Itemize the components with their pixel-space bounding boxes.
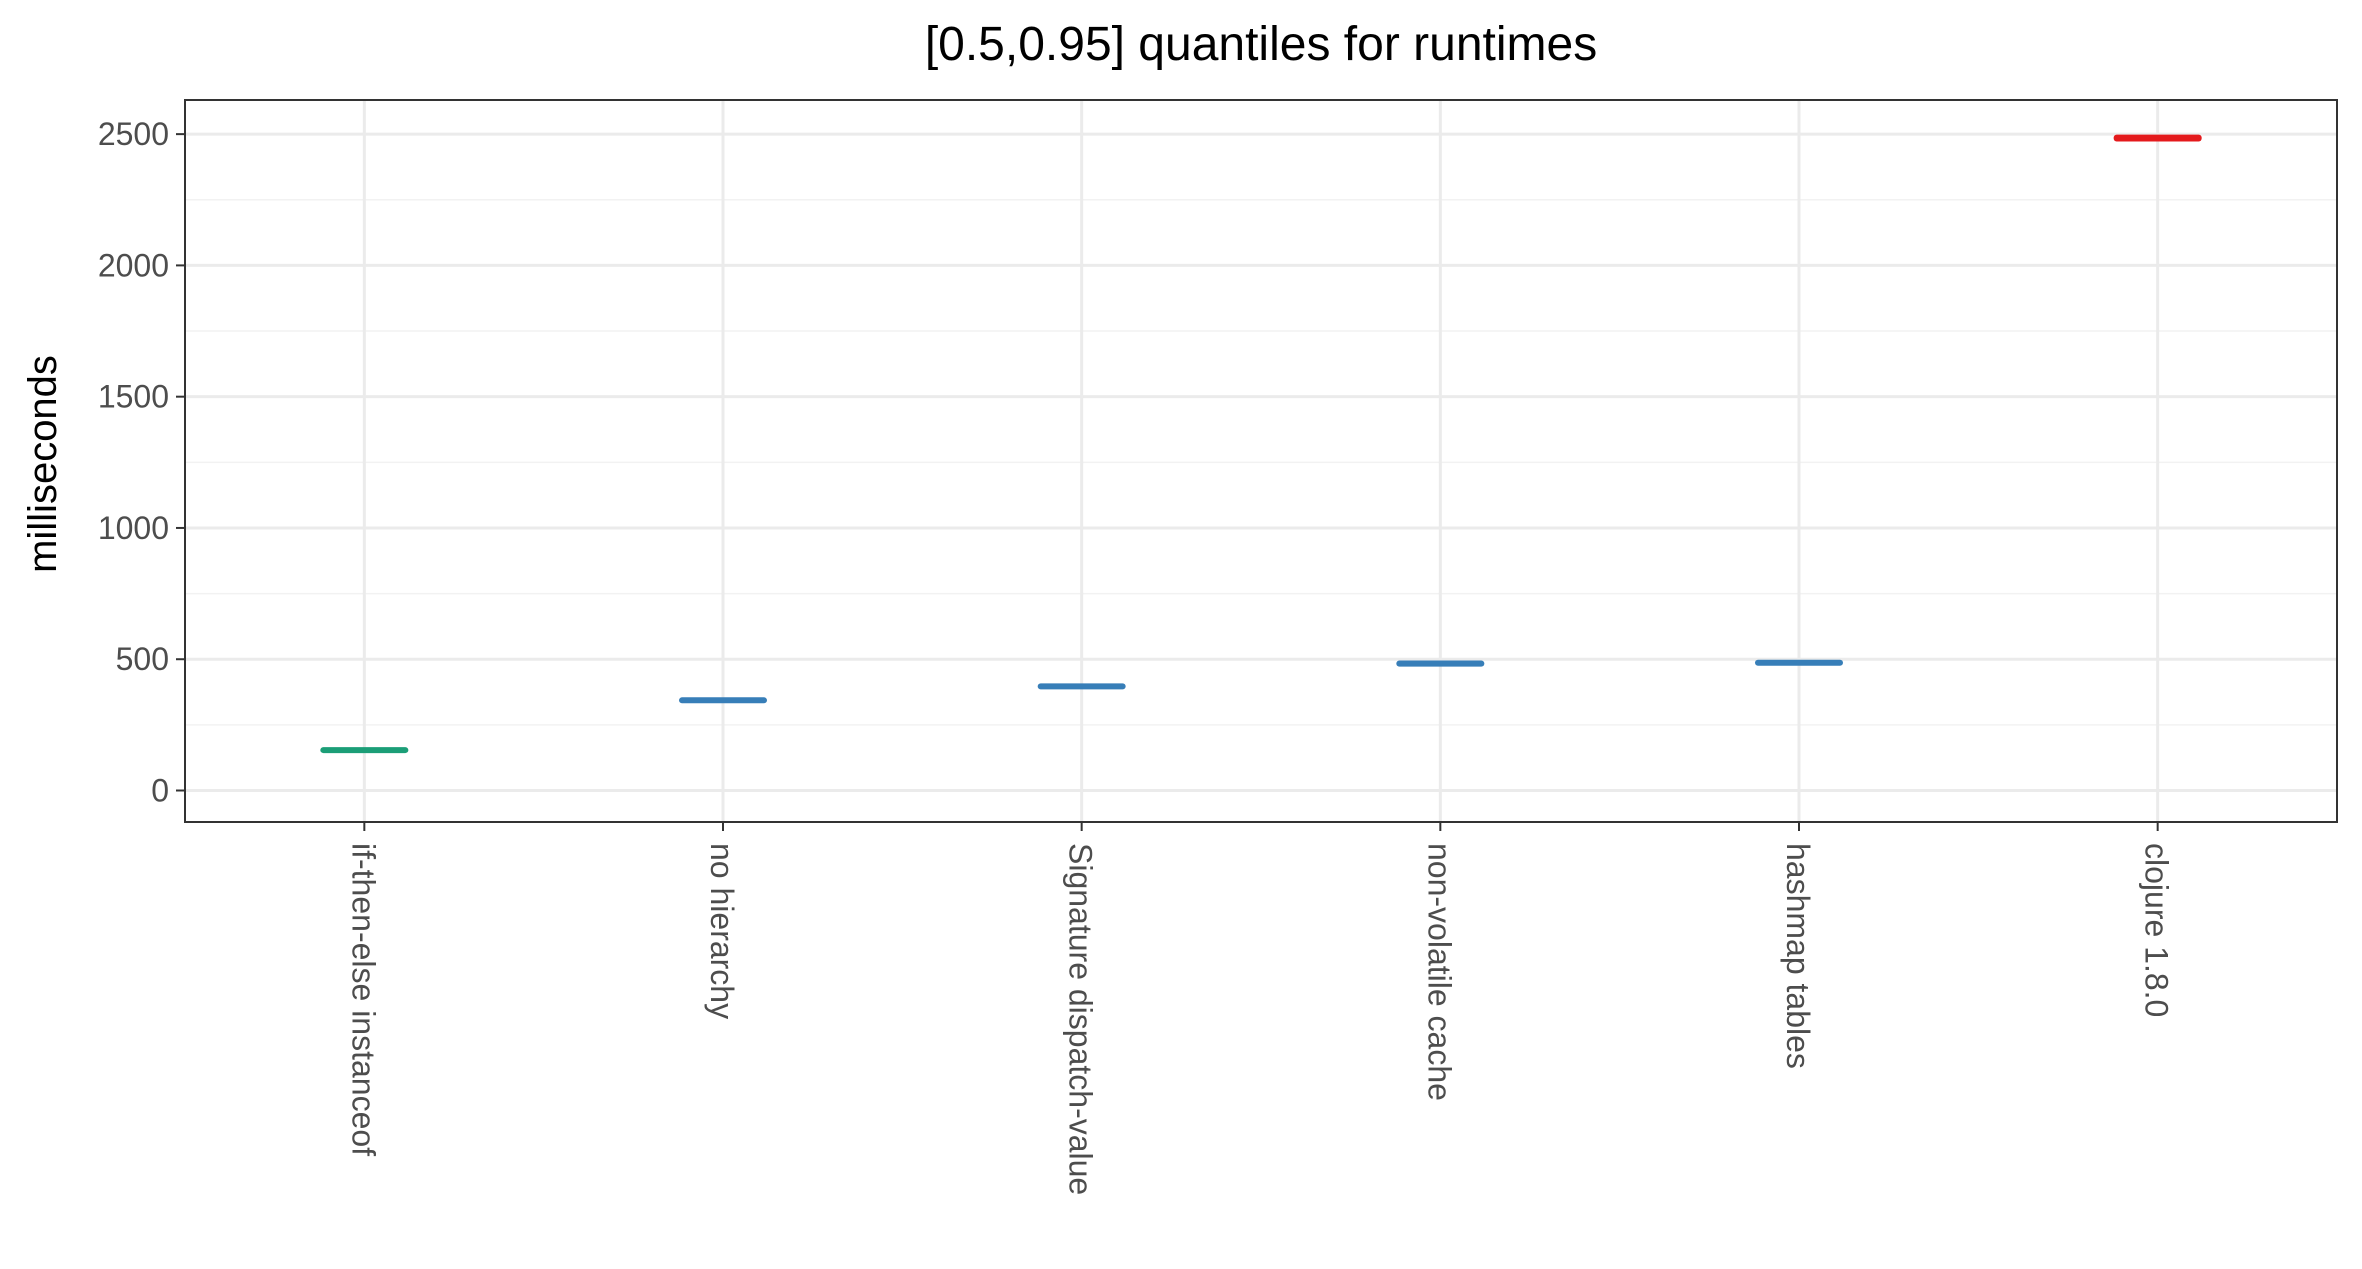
y-tick-label: 500 [116,641,169,677]
x-axis: if-then-else instanceof no hierarchy Signa… [345,822,2175,1195]
quantile-range-bar [1396,660,1485,667]
minor-gridlines [185,199,2337,726]
quantile-range-bar [1755,659,1843,666]
quantile-range-bar [679,697,767,704]
y-axis: 0 500 1000 1500 2000 2500 [98,116,185,808]
x-tick-label: clojure 1.8.0 [2139,843,2175,1017]
quantile-ranges [320,134,2202,754]
y-tick-label: 1500 [98,379,169,415]
x-tick-label: Signature dispatch-value [1063,843,1099,1195]
y-tick-label: 2000 [98,247,169,283]
y-axis-title: milliseconds [21,355,65,573]
quantile-range-bar [320,747,409,754]
y-tick-label: 1000 [98,510,169,546]
quantile-range-bar [1037,683,1126,690]
y-tick-label: 2500 [98,116,169,152]
x-tick-label: no hierarchy [704,843,740,1019]
chart-title: [0.5,0.95] quantiles for runtimes [925,18,1597,71]
x-tick-label: if-then-else instanceof [345,843,381,1156]
plot-panel-border [184,99,2338,823]
quantile-range-bar [2113,134,2202,142]
major-gridlines [185,100,2337,822]
y-tick-label: 0 [151,772,169,808]
x-tick-label: non-volatile cache [1421,843,1457,1101]
plot-panel-background [185,100,2337,822]
x-tick-label: hashmap tables [1780,843,1816,1069]
